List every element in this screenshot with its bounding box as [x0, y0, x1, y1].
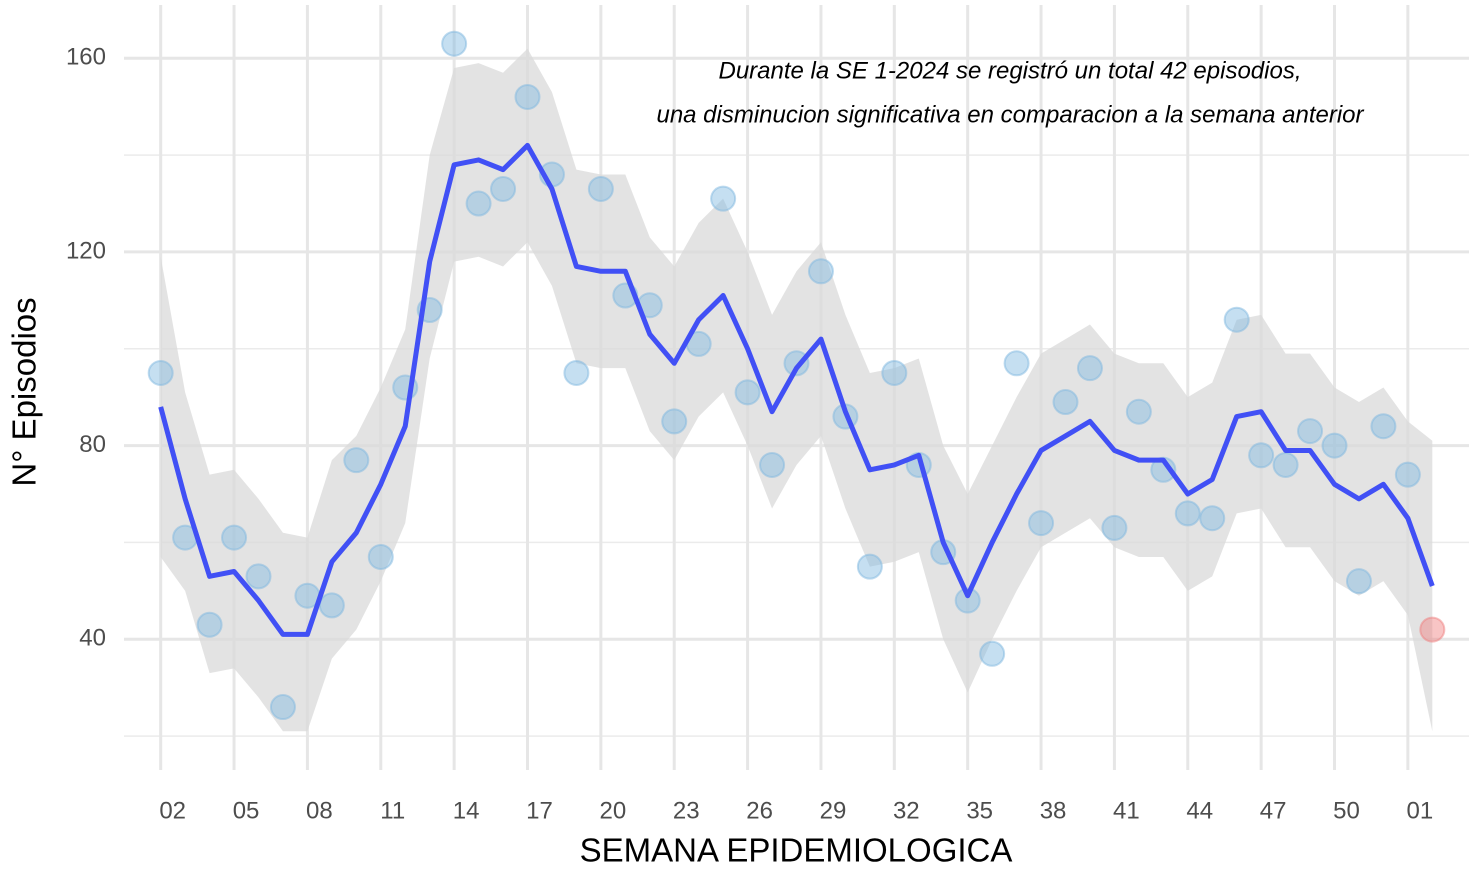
x-tick-label: 29: [820, 797, 847, 824]
x-tick-label: 11: [380, 797, 405, 824]
data-point: [465, 190, 492, 217]
annotation: una disminucion significativa en compara…: [656, 101, 1364, 128]
data-point: [1394, 461, 1421, 488]
data-point: [979, 640, 1006, 667]
data-point: [563, 359, 590, 386]
y-tick-label: 80: [79, 431, 106, 458]
data-point: [147, 359, 174, 386]
x-tick-label: 35: [966, 797, 993, 824]
data-point: [221, 524, 248, 551]
data-point: [1419, 616, 1446, 643]
x-tick-label: 26: [746, 797, 773, 824]
data-point: [1297, 418, 1324, 445]
data-point: [1223, 306, 1250, 333]
data-point: [881, 359, 908, 386]
data-point: [1248, 442, 1275, 469]
data-point: [1028, 510, 1055, 537]
data-point: [1125, 398, 1152, 425]
data-point: [1321, 432, 1348, 459]
data-point: [1003, 350, 1030, 377]
x-tick-label: 05: [233, 797, 260, 824]
data-point: [1174, 500, 1201, 527]
x-tick-label: 17: [526, 797, 553, 824]
data-point: [196, 611, 223, 638]
x-tick-label: 32: [893, 797, 920, 824]
data-point: [1076, 355, 1103, 382]
data-point: [759, 451, 786, 478]
x-tick-label: 01: [1407, 797, 1434, 824]
y-axis-title: N° Episodios: [6, 297, 43, 486]
data-point: [1052, 389, 1079, 416]
trend-line: [158, 142, 1435, 637]
data-point: [1272, 451, 1299, 478]
data-point: [1370, 413, 1397, 440]
data-point: [807, 258, 834, 285]
x-tick-label: 14: [453, 797, 480, 824]
data-point: [318, 592, 345, 619]
data-point: [856, 553, 883, 580]
data-point: [490, 175, 517, 202]
data-point: [1345, 568, 1372, 595]
data-point: [661, 408, 688, 435]
x-tick-label: 50: [1333, 797, 1360, 824]
data-point: [710, 185, 737, 212]
data-point: [587, 175, 614, 202]
x-tick-label: 44: [1186, 797, 1213, 824]
data-point: [1199, 505, 1226, 532]
x-tick-label: 38: [1040, 797, 1067, 824]
data-point: [734, 379, 761, 406]
data-point: [514, 83, 541, 110]
x-tick-label: 02: [159, 797, 186, 824]
data-point: [269, 694, 296, 721]
y-tick-label: 160: [66, 44, 106, 71]
y-tick-label: 40: [79, 625, 106, 652]
data-point: [245, 563, 272, 590]
data-point: [1101, 514, 1128, 541]
data-point: [343, 447, 370, 474]
x-tick-label: 08: [306, 797, 333, 824]
confidence-band: [160, 48, 1433, 732]
x-tick-label: 20: [600, 797, 627, 824]
data-point: [367, 543, 394, 570]
x-axis-title: SEMANA EPIDEMIOLOGICA: [580, 832, 1013, 869]
plot-area: [147, 30, 1446, 732]
x-tick-label: 23: [673, 797, 700, 824]
x-tick-label: 47: [1260, 797, 1287, 824]
x-tick-label: 41: [1113, 797, 1140, 824]
data-point: [441, 30, 468, 57]
y-tick-label: 120: [66, 237, 106, 264]
data-point: [954, 587, 981, 614]
annotation: Durante la SE 1-2024 se registró un tota…: [718, 57, 1301, 84]
